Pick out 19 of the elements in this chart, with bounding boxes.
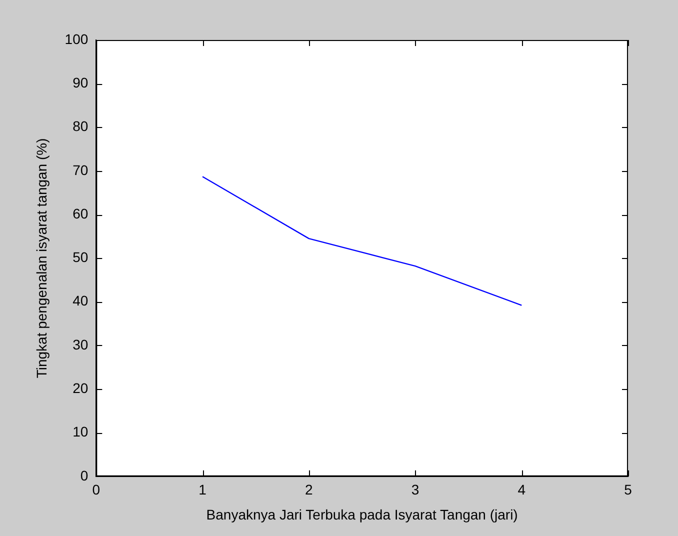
- x-axis-title: Banyaknya Jari Terbuka pada Isyarat Tangan (jari): [206, 506, 518, 522]
- y-tick-label: 70: [72, 162, 88, 178]
- y-tick-label: 10: [72, 424, 88, 440]
- y-tick-label: 0: [80, 467, 88, 484]
- y-tick-label: 90: [72, 74, 88, 90]
- x-tick-label: 4: [518, 482, 526, 498]
- y-tick-label: 50: [72, 249, 88, 266]
- x-tick-label: 3: [411, 482, 420, 498]
- x-tick-label: 2: [304, 482, 313, 498]
- y-tick-label: 20: [72, 380, 88, 396]
- y-tick-label: 100: [64, 30, 88, 47]
- y-tick-label: 80: [72, 118, 88, 134]
- y-axis-title: Tingkat pengenalan isyarat tangan (%): [33, 138, 50, 378]
- x-tick-label: 1: [198, 482, 207, 498]
- x-tick-label: 5: [624, 482, 632, 498]
- y-tick-label: 30: [72, 336, 88, 352]
- y-tick-label: 60: [72, 205, 88, 222]
- x-tick-label: 0: [92, 482, 100, 498]
- y-tick-label: 40: [72, 292, 88, 309]
